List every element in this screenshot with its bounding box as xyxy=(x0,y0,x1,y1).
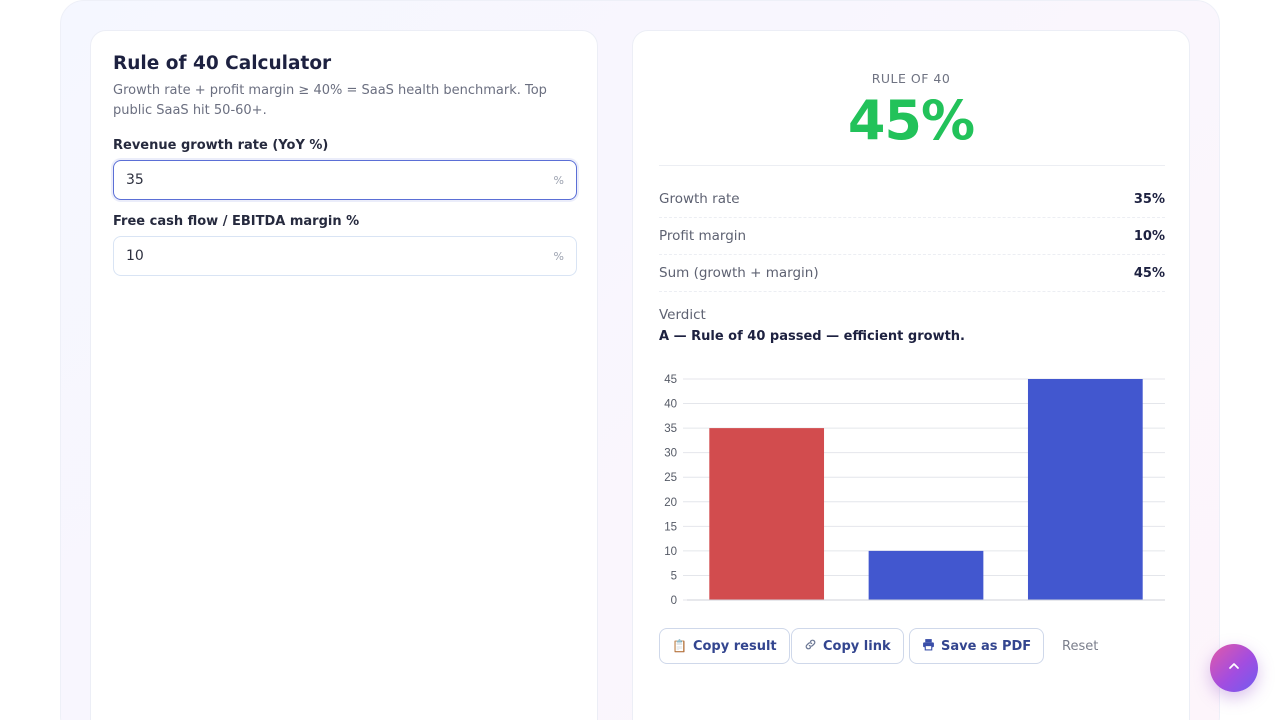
growth-rate-field[interactable]: % xyxy=(113,160,577,200)
scroll-to-top-button[interactable] xyxy=(1210,644,1258,692)
row-label: Sum (growth + margin) xyxy=(659,265,819,281)
clipboard-icon: 📋 xyxy=(672,639,687,653)
x-tick-label: Sum xyxy=(1073,610,1098,611)
result-row-sum: Sum (growth + margin) 45% xyxy=(659,255,1165,292)
y-tick-label: 35 xyxy=(664,423,677,435)
result-bar-chart: 0 5 10 15 20 25 30 35 40 45 Growth rate Profit marg… xyxy=(664,374,1165,611)
row-label: Growth rate xyxy=(659,191,740,207)
row-value: 35% xyxy=(1133,191,1165,207)
chevron-up-icon xyxy=(1226,658,1242,678)
bar-profit-margin xyxy=(868,550,984,600)
y-tick-label: 45 xyxy=(664,374,677,386)
copy-link-button[interactable]: Copy link xyxy=(791,628,904,664)
percent-unit: % xyxy=(553,249,564,263)
x-tick-label: Profit margin xyxy=(892,610,960,611)
y-tick-label: 0 xyxy=(671,595,677,607)
save-pdf-label: Save as PDF xyxy=(941,638,1032,654)
y-tick-label: 5 xyxy=(671,570,677,582)
margin-field[interactable]: % xyxy=(113,236,577,276)
link-icon xyxy=(804,638,817,654)
y-tick-label: 30 xyxy=(664,448,677,460)
growth-rate-label: Revenue growth rate (YoY %) xyxy=(113,138,329,153)
result-panel: RULE OF 40 45% Growth rate 35% Profit ma… xyxy=(632,30,1190,720)
calculator-panel: Rule of 40 Calculator Growth rate + prof… xyxy=(90,30,598,720)
y-tick-label: 10 xyxy=(664,546,677,558)
copy-result-label: Copy result xyxy=(692,638,777,654)
reset-button[interactable]: Reset xyxy=(1050,628,1111,664)
percent-unit: % xyxy=(553,173,564,187)
verdict-text: A — Rule of 40 passed — efficient growth… xyxy=(659,329,965,344)
row-value: 10% xyxy=(1133,228,1165,244)
verdict-label: Verdict xyxy=(659,307,706,323)
bar-sum xyxy=(1027,379,1143,600)
calculator-title: Rule of 40 Calculator xyxy=(113,53,332,74)
y-tick-label: 25 xyxy=(664,472,677,484)
calculator-subtitle: Growth rate + profit margin ≥ 40% = SaaS… xyxy=(113,83,547,118)
reset-label: Reset xyxy=(1062,638,1099,654)
result-divider xyxy=(659,165,1165,166)
row-label: Profit margin xyxy=(659,228,747,244)
x-tick-label: Growth rate xyxy=(735,610,798,611)
y-tick-label: 20 xyxy=(664,497,677,509)
margin-input[interactable] xyxy=(126,248,554,264)
growth-rate-input[interactable] xyxy=(126,172,554,188)
printer-icon xyxy=(922,638,935,654)
save-pdf-button[interactable]: Save as PDF xyxy=(909,628,1045,664)
copy-result-button[interactable]: 📋 Copy result xyxy=(659,628,790,664)
y-tick-label: 40 xyxy=(664,399,677,411)
result-row-growth: Growth rate 35% xyxy=(659,181,1165,218)
y-tick-label: 15 xyxy=(664,521,677,533)
bar-growth-rate xyxy=(709,428,825,600)
row-value: 45% xyxy=(1133,265,1165,281)
margin-label: Free cash flow / EBITDA margin % xyxy=(113,214,360,229)
result-row-margin: Profit margin 10% xyxy=(659,218,1165,255)
result-score: 45% xyxy=(847,89,975,152)
result-eyebrow: RULE OF 40 xyxy=(871,71,951,86)
copy-link-label: Copy link xyxy=(823,638,891,654)
